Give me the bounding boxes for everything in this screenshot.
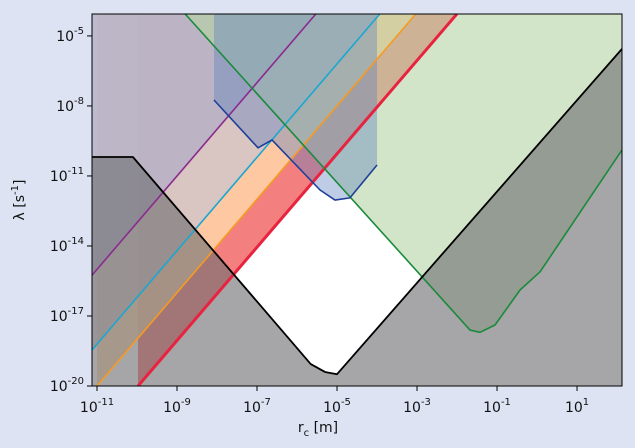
x-tick-label: 10-1 bbox=[483, 397, 511, 416]
boundary-line bbox=[92, 14, 381, 351]
x-axis-label: rc [m] bbox=[298, 420, 338, 439]
x-tick-power: 1 bbox=[583, 397, 589, 408]
x-tick-base: 10 bbox=[323, 400, 341, 416]
y-tick-label: 10-11 bbox=[50, 166, 84, 185]
x-tick-power: -7 bbox=[261, 397, 271, 408]
x-tick-label: 10-9 bbox=[163, 397, 191, 416]
x-tick-power: -11 bbox=[98, 397, 114, 408]
x-tick-base: 10 bbox=[403, 400, 421, 416]
y-tick-power: -20 bbox=[68, 376, 84, 387]
y-tick-label: 10-5 bbox=[56, 26, 84, 45]
x-tick-power: -1 bbox=[501, 397, 511, 408]
x-tick-label: 10-3 bbox=[403, 397, 431, 416]
boundary-line bbox=[92, 48, 622, 376]
region-fill bbox=[92, 48, 622, 386]
x-label-text: r bbox=[298, 420, 304, 436]
x-tick-base: 10 bbox=[565, 400, 583, 416]
x-tick-base: 10 bbox=[163, 400, 181, 416]
x-label-end: [m] bbox=[309, 420, 338, 436]
y-tick-base: 10 bbox=[56, 99, 74, 115]
y-tick-base: 10 bbox=[50, 379, 68, 395]
y-label-end: ] bbox=[12, 180, 28, 185]
x-tick-label: 101 bbox=[565, 397, 589, 416]
y-tick-power: -14 bbox=[68, 236, 84, 247]
y-label-sup: -1 bbox=[10, 185, 21, 195]
x-tick-power: -3 bbox=[421, 397, 431, 408]
y-tick-base: 10 bbox=[50, 169, 68, 185]
x-label-sub: c bbox=[304, 428, 310, 439]
boundary-line bbox=[184, 14, 622, 334]
y-tick-base: 10 bbox=[50, 239, 68, 255]
x-tick-base: 10 bbox=[483, 400, 501, 416]
region-fill bbox=[92, 14, 316, 276]
boundary-line bbox=[92, 14, 317, 276]
y-tick-label: 10-17 bbox=[50, 306, 84, 325]
plot-marks bbox=[92, 14, 622, 386]
y-tick-power: -8 bbox=[74, 96, 84, 107]
x-tick-base: 10 bbox=[243, 400, 261, 416]
y-tick-base: 10 bbox=[56, 29, 74, 45]
y-tick-label: 10-14 bbox=[50, 236, 84, 255]
y-label-text: λ [s bbox=[12, 195, 28, 221]
boundary-line bbox=[213, 99, 378, 201]
boundary-line bbox=[96, 14, 417, 386]
y-tick-power: -17 bbox=[68, 306, 84, 317]
x-tick-label: 10-11 bbox=[80, 397, 114, 416]
y-tick-power: -5 bbox=[74, 26, 84, 37]
x-tick-label: 10-5 bbox=[323, 397, 351, 416]
x-tick-base: 10 bbox=[80, 400, 98, 416]
y-tick-base: 10 bbox=[50, 309, 68, 325]
plot-frame bbox=[91, 13, 623, 387]
y-tick-power: -11 bbox=[68, 166, 84, 177]
x-tick-label: 10-7 bbox=[243, 397, 271, 416]
boundary-line bbox=[136, 14, 458, 386]
y-axis-label: λ [s-1] bbox=[10, 180, 28, 221]
y-tick-label: 10-20 bbox=[50, 376, 84, 395]
y-tick-label: 10-8 bbox=[56, 96, 84, 115]
x-tick-power: -5 bbox=[341, 397, 351, 408]
x-tick-power: -9 bbox=[181, 397, 191, 408]
